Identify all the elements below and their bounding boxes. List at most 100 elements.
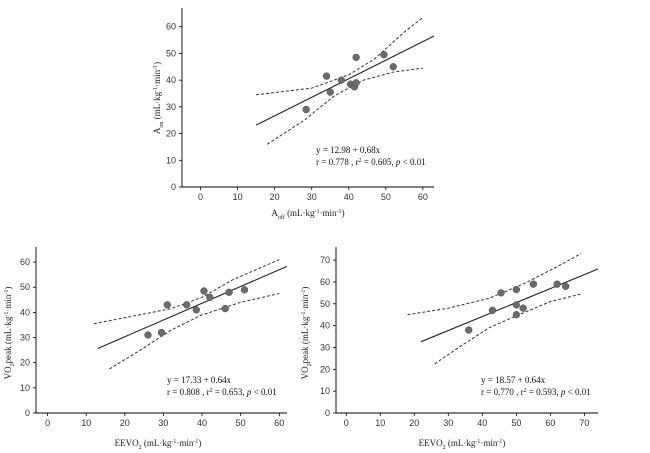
x-tick-label: 10 xyxy=(375,418,385,428)
regression-equation: y = 12.98 + 0.68x xyxy=(316,145,381,155)
data-point xyxy=(512,301,520,309)
data-point xyxy=(200,287,208,295)
y-tick-label: 10 xyxy=(320,386,330,396)
x-tick-label: 50 xyxy=(236,418,246,428)
data-point xyxy=(192,306,200,314)
y-tick-label: 0 xyxy=(325,408,330,418)
x-tick-label: 30 xyxy=(158,418,168,428)
data-point xyxy=(389,63,397,71)
chart-bottom-left: 0 10 20 30 40 50 60 0 10 20 30 40 50 60 y = 17.33 + 0… xyxy=(3,247,288,451)
regression-stats: r = 0.808 , r2 = 0.653, p < 0.01 xyxy=(167,387,277,397)
y-tick-label: 20 xyxy=(20,358,30,368)
x-tick-label: 30 xyxy=(443,418,453,428)
y-axis-label: Aon (mL·kg-1·min-1) xyxy=(152,62,165,134)
x-tick-label: 0 xyxy=(198,192,203,202)
regression-stats: r = 0.770 , r2 = 0.593, p < 0.01 xyxy=(481,387,591,397)
x-axis-label: EEVO2 (mL·kg-1·min-1) xyxy=(419,438,506,451)
x-tick-label: 30 xyxy=(307,192,317,202)
y-tick-label: 40 xyxy=(320,321,330,331)
x-tick-label: 0 xyxy=(45,418,50,428)
x-tick-label: 40 xyxy=(477,418,487,428)
x-tick-label: 20 xyxy=(409,418,419,428)
data-point xyxy=(488,306,497,314)
data-point xyxy=(302,105,310,114)
regression-equation: y = 18.57 + 0.64x xyxy=(481,375,546,385)
y-tick-label: 60 xyxy=(320,277,330,287)
x-tick-label: 50 xyxy=(511,418,521,428)
tick-group: 0 10 20 30 40 50 60 70 0 10 20 30 40 50 60 70 xyxy=(320,255,589,428)
data-point xyxy=(144,331,152,339)
y-tick-label: 50 xyxy=(166,48,176,58)
y-tick-label: 30 xyxy=(20,333,30,343)
y-tick-label: 10 xyxy=(20,383,30,393)
tick-group: 0 10 20 30 40 50 60 0 10 20 30 40 50 60 xyxy=(166,22,428,202)
x-tick-label: 60 xyxy=(545,418,555,428)
x-tick-label: 10 xyxy=(81,418,91,428)
data-point xyxy=(465,326,473,334)
y-tick-label: 50 xyxy=(20,282,30,292)
x-tick-label: 60 xyxy=(418,192,428,202)
data-point xyxy=(163,301,171,309)
y-tick-label: 0 xyxy=(171,182,176,192)
data-point xyxy=(182,301,191,309)
regression-line xyxy=(97,265,288,349)
y-axis-label: VO2peak (mL·kg-1·min-1) xyxy=(300,287,313,380)
ci-lower-line xyxy=(109,293,280,370)
data-points xyxy=(302,51,397,114)
x-tick-label: 40 xyxy=(344,192,354,202)
y-tick-label: 0 xyxy=(25,408,30,418)
data-point xyxy=(221,304,229,313)
y-tick-label: 30 xyxy=(320,342,330,352)
x-tick-label: 20 xyxy=(270,192,280,202)
ci-upper-line xyxy=(256,17,424,96)
y-axis-label: VO2peak (mL·kg-1·min-1) xyxy=(3,287,16,380)
y-tick-label: 50 xyxy=(320,299,330,309)
regression-line xyxy=(255,35,435,126)
data-point xyxy=(512,311,520,319)
x-tick-label: 20 xyxy=(120,418,130,428)
data-point xyxy=(337,76,346,84)
x-tick-label: 70 xyxy=(579,418,589,428)
data-point xyxy=(326,88,334,96)
data-points xyxy=(144,286,249,339)
data-points xyxy=(465,280,570,334)
data-point xyxy=(529,280,538,288)
y-tick-label: 20 xyxy=(320,364,330,374)
y-tick-label: 40 xyxy=(166,75,176,85)
y-tick-label: 10 xyxy=(166,155,176,165)
x-tick-label: 10 xyxy=(233,192,243,202)
data-point xyxy=(519,304,527,312)
chart-top: 0 10 20 30 40 50 60 0 10 20 30 40 50 60 y = 12.98 + 0… xyxy=(152,8,435,221)
confidence-band-upper xyxy=(256,17,424,96)
confidence-band-upper xyxy=(93,259,280,325)
confidence-band-lower xyxy=(109,293,280,370)
ci-upper-line xyxy=(407,253,582,316)
data-point xyxy=(322,72,331,80)
data-point xyxy=(240,286,249,294)
y-tick-label: 30 xyxy=(166,102,176,112)
x-tick-label: 0 xyxy=(344,418,349,428)
confidence-band-upper xyxy=(407,253,582,316)
chart-bottom-right: 0 10 20 30 40 50 60 70 0 10 20 30 40 50 60 70 y = 18.57… xyxy=(300,247,599,451)
data-point xyxy=(553,280,561,288)
data-point xyxy=(352,79,360,87)
data-point xyxy=(225,288,233,296)
data-point xyxy=(512,285,520,294)
x-tick-label: 40 xyxy=(197,418,207,428)
ci-lower-line xyxy=(266,67,423,145)
regression-stats: r = 0.778 , r2 = 0.605, p < 0.01 xyxy=(316,157,426,167)
x-axis-label: EEVO2 (mL·kg-1·min-1) xyxy=(115,438,202,451)
regression-equation: y = 17.33 + 0.64x xyxy=(167,375,232,385)
confidence-band-lower xyxy=(434,293,582,365)
data-point xyxy=(157,328,166,337)
data-point xyxy=(562,282,570,290)
regression-line xyxy=(420,268,599,343)
tick-group: 0 10 20 30 40 50 60 0 10 20 30 40 50 60 xyxy=(20,257,284,428)
x-tick-label: 60 xyxy=(274,418,284,428)
y-tick-label: 60 xyxy=(20,257,30,267)
confidence-band-lower xyxy=(266,67,423,145)
ci-upper-line xyxy=(93,259,280,325)
data-point xyxy=(352,53,360,62)
x-tick-label: 50 xyxy=(381,192,391,202)
